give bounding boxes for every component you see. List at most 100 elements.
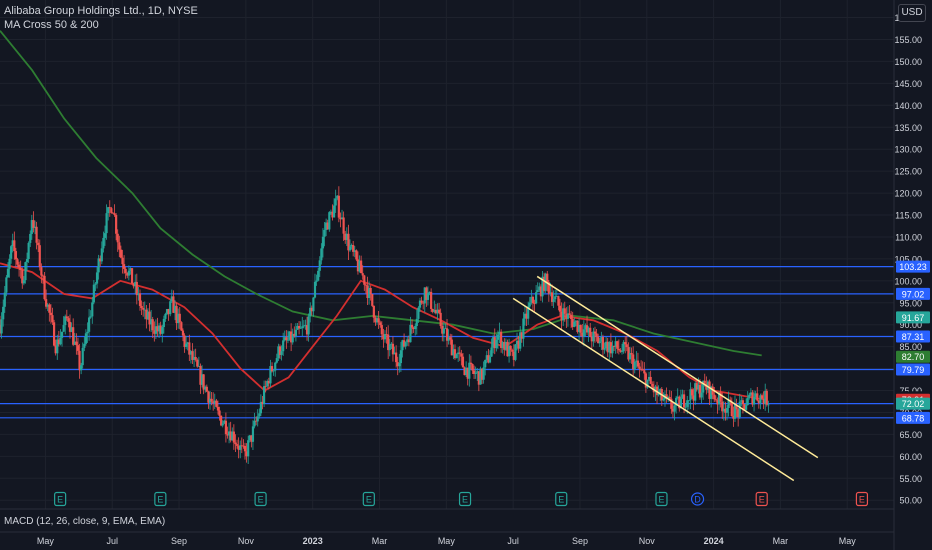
candle-body [523, 313, 527, 319]
candle-body [86, 331, 89, 334]
candle-body [22, 280, 25, 284]
candle-body [352, 245, 355, 252]
candle-body [6, 268, 10, 278]
candle-body [741, 400, 745, 405]
candle-body [340, 217, 344, 220]
candle-body [694, 383, 697, 401]
candle-body [256, 416, 259, 422]
candle-body [269, 366, 272, 384]
candle-body [372, 305, 375, 318]
candle-body [500, 331, 503, 348]
horizontal-levels[interactable] [0, 266, 894, 419]
y-tick-label: 155.00 [894, 35, 922, 45]
candle-body [395, 352, 398, 363]
candle-body [35, 226, 38, 243]
candle-body [317, 270, 320, 281]
candle-body [496, 334, 500, 340]
candle-body [705, 383, 708, 390]
price-axis[interactable]: 160.00155.00150.00145.00140.00135.00130.… [894, 13, 922, 506]
candle-body [643, 370, 646, 374]
candle-body [5, 277, 8, 293]
candle-body [531, 296, 535, 304]
candle-body [527, 306, 530, 319]
candle-body [506, 341, 509, 357]
candle-body [625, 344, 628, 348]
candle-body [469, 362, 472, 364]
candle-body [95, 272, 99, 284]
candle-body [601, 337, 605, 350]
candle-body [291, 333, 294, 343]
candle-body [554, 296, 557, 300]
candle-body [614, 341, 617, 347]
candle-body [570, 314, 573, 319]
ma200-line [0, 30, 762, 357]
candle-body [457, 352, 460, 355]
candle-body [57, 339, 60, 345]
candle-body [14, 251, 18, 260]
channel-lines[interactable] [512, 275, 819, 482]
candle-body [363, 275, 366, 285]
event-letter: E [157, 495, 163, 505]
candle-body [713, 394, 716, 400]
candle-body [716, 400, 719, 405]
candle-body [92, 284, 95, 303]
candle-body [646, 379, 649, 388]
candle-body [480, 368, 484, 380]
candle-body [326, 222, 329, 230]
candle-body [401, 340, 404, 351]
candle-body [558, 305, 562, 312]
symbol-title[interactable]: Alibaba Group Holdings Ltd., 1D, NYSE [4, 5, 198, 17]
candle-body [735, 404, 738, 410]
candle-body [208, 398, 212, 403]
candle-body [309, 307, 312, 317]
currency-button[interactable]: USD [898, 4, 926, 22]
candle-body [231, 431, 234, 441]
candle-body [710, 386, 713, 399]
candle-body [356, 259, 360, 272]
level-label: 97.02 [902, 289, 925, 299]
candle-body [103, 233, 107, 238]
candle-body [517, 340, 520, 349]
candle-body [385, 334, 388, 335]
y-tick-label: 65.00 [899, 430, 922, 440]
candle-body [72, 327, 75, 345]
candle-body [54, 345, 57, 354]
candle-body [282, 340, 285, 352]
candle-body [393, 352, 396, 355]
candle-body [612, 345, 616, 347]
candle-body [447, 337, 450, 341]
candle-body [371, 294, 374, 306]
macd-legend[interactable]: MACD (12, 26, close, 9, EMA, EMA) [4, 516, 166, 527]
time-axis[interactable]: May Jul Sep Nov 2023 Mar May Jul Sep Nov 2024 Mar Ma… [37, 536, 856, 546]
candle-body [737, 409, 740, 418]
candle-body [671, 408, 675, 412]
candle-body [68, 321, 72, 332]
candle-body [525, 313, 528, 319]
candle-body [428, 291, 431, 293]
candle-body [727, 399, 730, 409]
candle-body [740, 400, 743, 402]
candle-body [251, 426, 255, 442]
x-tick-label: May [839, 536, 857, 546]
candle-body [541, 276, 544, 297]
candle-body [687, 400, 690, 402]
candle-body [444, 328, 447, 330]
candle-body [582, 329, 585, 337]
candle-body [369, 287, 372, 295]
y-tick-label: 90.00 [899, 320, 922, 330]
y-tick-label: 140.00 [894, 101, 922, 111]
x-tick-label: Jul [106, 536, 118, 546]
level-tag [896, 287, 930, 300]
earnings-marker [154, 491, 167, 507]
candle-body [507, 345, 511, 357]
candle-body [482, 367, 485, 380]
candle-body [288, 331, 291, 340]
candle-body [17, 264, 21, 268]
candle-body [315, 280, 318, 282]
indicator-title[interactable]: MA Cross 50 & 200 [4, 19, 99, 31]
candle-body [375, 318, 379, 323]
candle-body [277, 346, 280, 359]
candle-body [165, 309, 169, 314]
